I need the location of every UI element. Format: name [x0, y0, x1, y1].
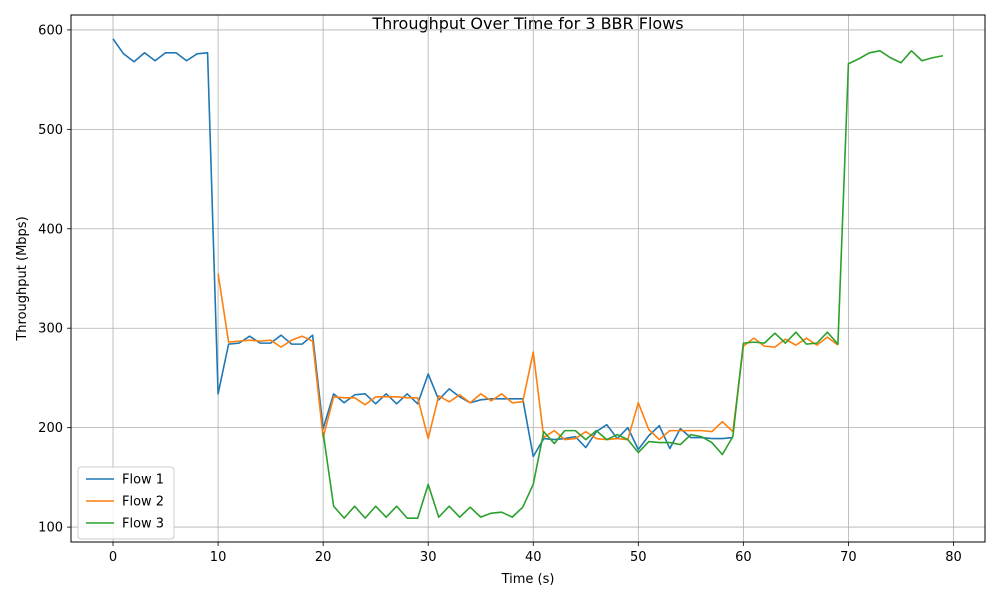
legend-label: Flow 1	[122, 473, 164, 488]
x-tick-label: 10	[210, 550, 227, 565]
y-axis-label: Throughput (Mbps)	[15, 216, 30, 341]
y-tick-label: 300	[38, 322, 63, 337]
y-tick-label: 100	[38, 521, 63, 536]
x-tick-label: 70	[840, 550, 857, 565]
y-tick-label: 400	[38, 222, 63, 237]
axis-ticks: 0 10 20 30 40 50 60 70 80 100 200 300 400 500 600	[38, 23, 962, 565]
x-tick-label: 40	[525, 550, 542, 565]
legend-label: Flow 2	[122, 495, 164, 510]
series-line-flow-3	[322, 49, 944, 519]
legend-label: Flow 3	[122, 517, 164, 532]
plot-frame	[70, 14, 986, 543]
chart-title: Throughput Over Time for 3 BBR Flows	[371, 14, 683, 33]
x-tick-label: 50	[630, 550, 647, 565]
grid	[71, 15, 985, 542]
y-tick-label: 600	[38, 23, 63, 38]
x-tick-label: 30	[420, 550, 437, 565]
series-lines	[112, 38, 944, 519]
x-axis-label: Time (s)	[501, 572, 555, 587]
x-tick-label: 80	[945, 550, 962, 565]
x-tick-label: 20	[315, 550, 332, 565]
y-tick-label: 500	[38, 123, 63, 138]
x-tick-label: 60	[735, 550, 752, 565]
legend-box	[77, 466, 175, 540]
x-tick-label: 0	[109, 550, 117, 565]
legend: Flow 1 Flow 2 Flow 3	[77, 466, 175, 540]
y-tick-label: 200	[38, 421, 63, 436]
